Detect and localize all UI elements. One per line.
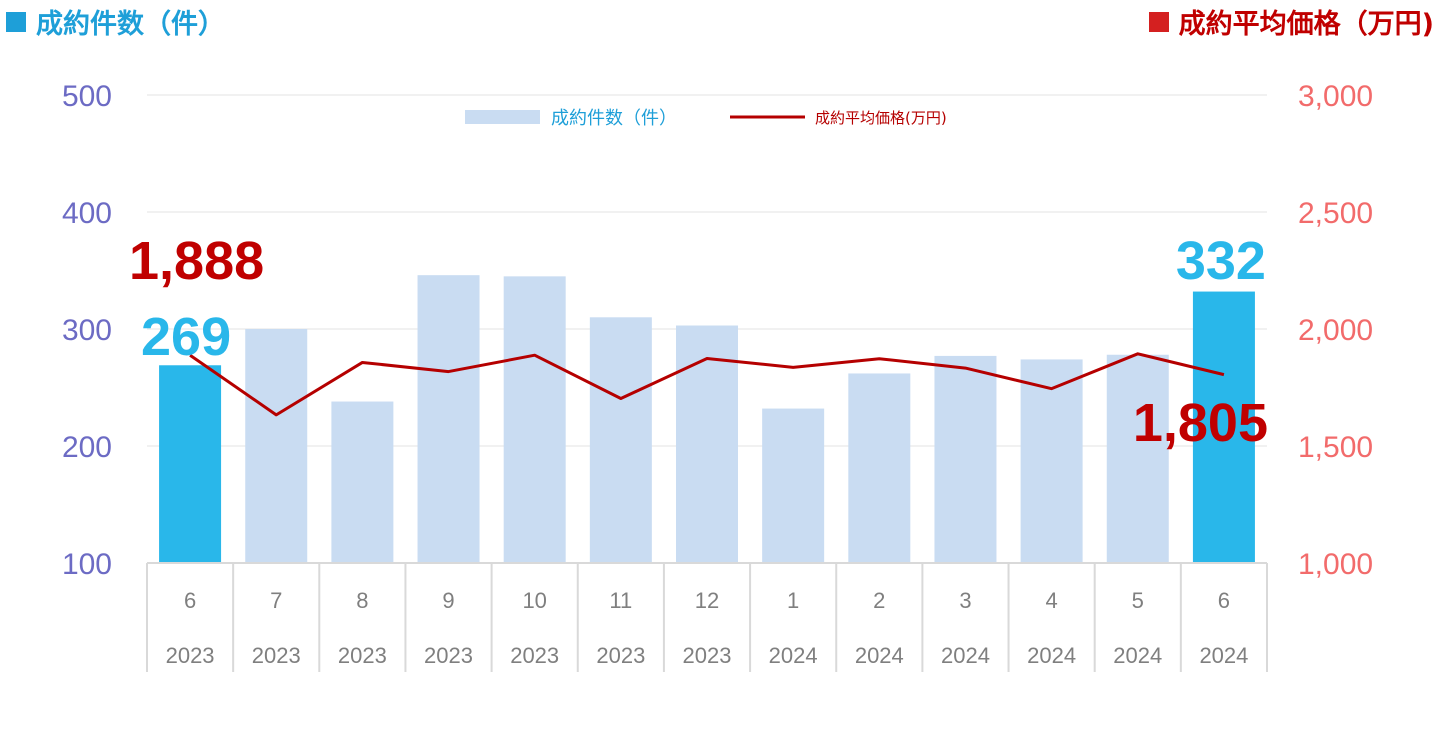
category-year-label: 2023	[166, 643, 215, 668]
left-axis-tick-label: 100	[62, 548, 112, 581]
right-axis-tick-label: 2,000	[1298, 314, 1373, 347]
left-axis-tick-label: 500	[62, 80, 112, 113]
right-axis-tick-label: 3,000	[1298, 80, 1373, 113]
category-month-label: 2	[873, 588, 885, 613]
category-month-label: 3	[959, 588, 971, 613]
category-month-label: 6	[184, 588, 196, 613]
price-line	[189, 352, 1225, 417]
bar	[1192, 291, 1255, 563]
category-year-label: 2024	[1027, 643, 1076, 668]
bar	[676, 325, 738, 563]
bar	[848, 373, 911, 563]
bar	[503, 276, 566, 563]
bar	[589, 317, 652, 563]
left-axis-tick-label: 300	[62, 314, 112, 347]
price-legend-square-icon	[1148, 11, 1169, 32]
category-month-label: 7	[270, 588, 282, 613]
category-year-label: 2023	[252, 643, 301, 668]
legend-bar-swatch	[465, 110, 540, 124]
bar	[159, 365, 222, 563]
category-month-label: 12	[695, 588, 719, 613]
bar	[934, 355, 997, 563]
right-axis-tick-label: 2,500	[1298, 197, 1373, 230]
legend-line-label: 成約平均価格(万円)	[815, 109, 947, 127]
category-month-label: 1	[787, 588, 799, 613]
category-year-label: 2024	[1113, 643, 1162, 668]
right-axis-title: 成約平均価格（万円)	[1148, 2, 1434, 41]
category-year-label: 2023	[338, 643, 387, 668]
bar	[417, 275, 480, 563]
category-month-label: 5	[1132, 588, 1144, 613]
category-month-label: 10	[522, 588, 546, 613]
right-axis-tick-label: 1,000	[1298, 548, 1373, 581]
category-month-label: 4	[1045, 588, 1057, 613]
right-axis-title-text: 成約平均価格（万円)	[1178, 9, 1434, 40]
category-month-label: 11	[609, 588, 632, 613]
left-axis-title-text: 成約件数（件）	[36, 9, 225, 40]
category-month-label: 6	[1218, 588, 1230, 613]
category-year-label: 2024	[855, 643, 904, 668]
category-month-label: 8	[356, 588, 368, 613]
callout-count-last: 332	[1176, 231, 1266, 291]
category-year-label: 2024	[941, 643, 990, 668]
bar	[1106, 354, 1169, 563]
left-axis-tick-label: 400	[62, 197, 112, 230]
bar	[762, 408, 825, 563]
bar	[1020, 359, 1083, 563]
bar	[331, 401, 394, 563]
right-axis-tick-label: 1,500	[1298, 431, 1373, 464]
category-year-label: 2023	[424, 643, 473, 668]
left-axis-title: 成約件数（件）	[6, 2, 225, 41]
callout-count-first: 269	[141, 307, 231, 367]
category-year-label: 2023	[510, 643, 559, 668]
category-year-label: 2023	[596, 643, 645, 668]
bar	[245, 329, 308, 563]
category-month-label: 9	[442, 588, 454, 613]
category-year-label: 2024	[1199, 643, 1248, 668]
legend-bar-label: 成約件数（件）	[551, 108, 677, 129]
callout-price-first: 1,888	[129, 231, 264, 291]
category-year-label: 2023	[683, 643, 732, 668]
category-year-label: 2024	[769, 643, 818, 668]
callout-price-last: 1,805	[1133, 393, 1268, 453]
left-axis-tick-label: 200	[62, 431, 112, 464]
count-legend-square-icon	[6, 11, 26, 32]
